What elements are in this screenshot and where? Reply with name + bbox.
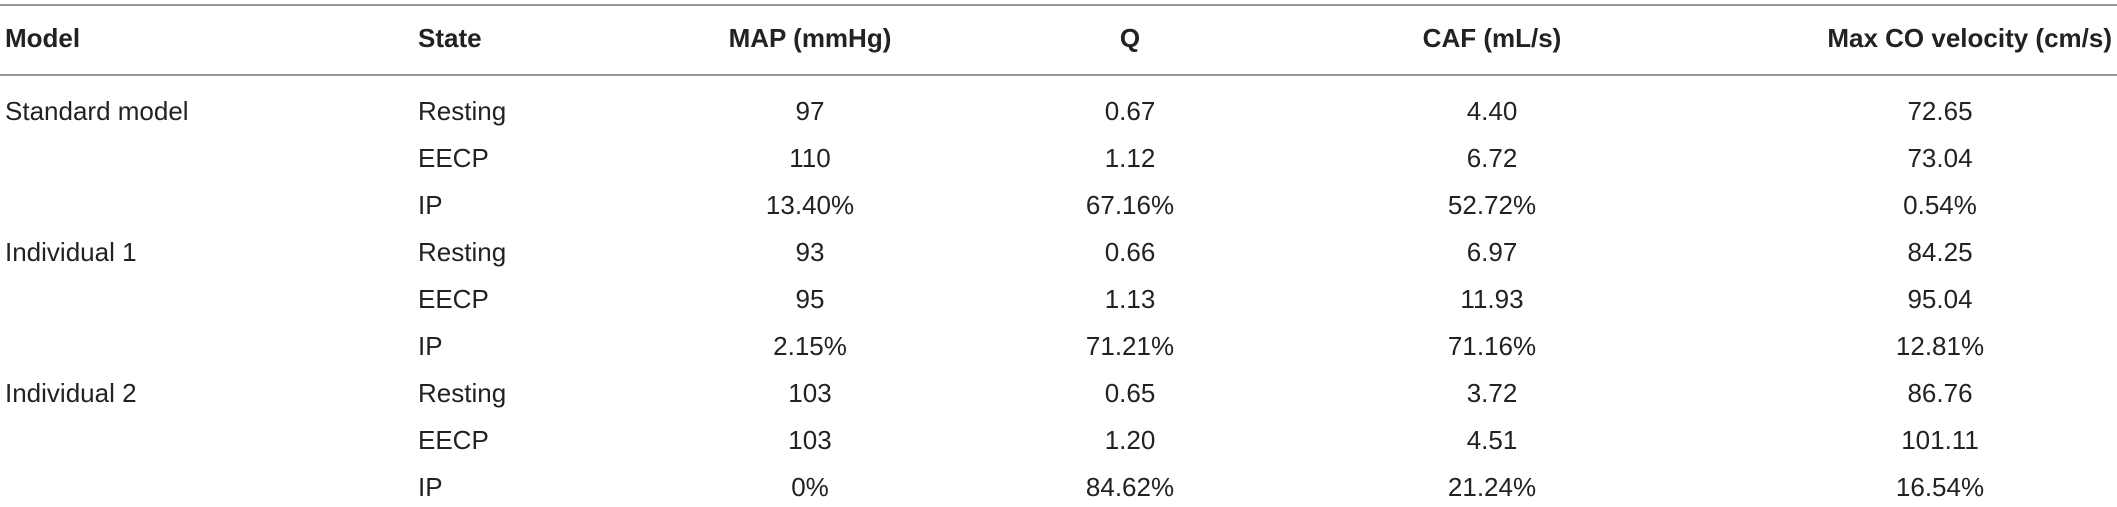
map-cell: 13.40% [765,190,855,220]
velocity-cell: 84.25 [1907,237,1973,267]
caf-cell: 4.40 [1466,96,1518,126]
velocity-cell: 12.81% [1895,331,1985,361]
caf-cell: 4.51 [1466,425,1518,455]
caf-cell: 3.72 [1466,378,1518,408]
caf-cell: 52.72% [1447,190,1537,220]
state-cell: Resting [418,96,507,126]
state-cell: Resting [418,237,507,267]
caf-cell: 6.97 [1466,237,1518,267]
header-cell: MAP (mmHg) [728,23,892,53]
velocity-cell: 0.54% [1903,190,1977,220]
model-cell: Individual 2 [5,378,137,408]
state-cell: Resting [418,378,507,408]
velocity-cell: 95.04 [1907,284,1973,314]
velocity-cell: 73.04 [1907,143,1973,173]
caf-cell: 6.72 [1466,143,1518,173]
state-cell: IP [418,331,443,361]
header-cell: Model [5,23,81,53]
state-cell: IP [418,190,443,220]
state-cell: EECP [418,425,489,455]
map-cell: 0% [791,472,829,502]
q-cell: 84.62% [1085,472,1175,502]
q-cell: 67.16% [1085,190,1175,220]
velocity-cell: 16.54% [1895,472,1985,502]
q-cell: 0.66 [1104,237,1156,267]
caf-cell: 11.93 [1460,284,1524,314]
map-cell: 103 [788,425,832,455]
q-cell: 0.67 [1104,96,1156,126]
q-cell: 0.65 [1104,378,1156,408]
state-cell: EECP [418,143,489,173]
header-cell: Max CO velocity (cm/s) [1827,23,2112,53]
top-rule [0,4,2117,6]
map-cell: 110 [789,143,831,173]
map-cell: 2.15% [773,331,847,361]
map-cell: 97 [795,96,825,126]
map-cell: 93 [795,237,825,267]
q-cell: 71.21% [1085,331,1175,361]
header-cell: Q [1119,23,1141,53]
header-rule [0,74,2117,76]
header-cell: CAF (mL/s) [1422,23,1562,53]
map-cell: 103 [788,378,832,408]
state-cell: IP [418,472,443,502]
map-cell: 95 [795,284,825,314]
state-cell: EECP [418,284,489,314]
q-cell: 1.13 [1104,284,1156,314]
q-cell: 1.20 [1104,425,1156,455]
velocity-cell: 72.65 [1907,96,1973,126]
caf-cell: 71.16% [1447,331,1537,361]
velocity-cell: 86.76 [1907,378,1973,408]
q-cell: 1.12 [1104,143,1156,173]
model-cell: Individual 1 [5,237,137,267]
velocity-cell: 101.11 [1901,425,1979,455]
model-cell: Standard model [5,96,189,126]
caf-cell: 21.24% [1447,472,1537,502]
header-cell: State [418,23,482,53]
